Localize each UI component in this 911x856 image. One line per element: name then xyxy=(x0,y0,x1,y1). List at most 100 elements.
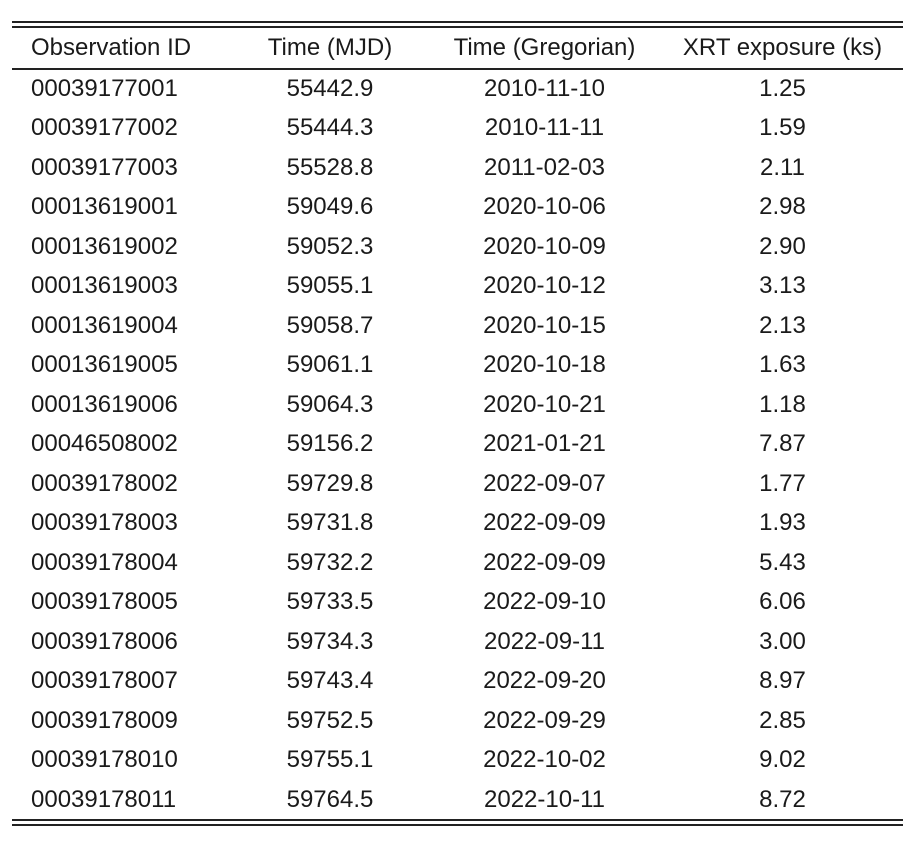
cell-xrt-exposure: 2.90 xyxy=(759,232,806,260)
header-time-gregorian: Time (Gregorian) xyxy=(453,34,636,61)
cell-time-mjd: 55442.9 xyxy=(286,74,374,102)
cell-time-gregorian: 2021-01-21 xyxy=(483,430,606,458)
cell-xrt-exposure: 2.98 xyxy=(759,193,806,221)
bottom-rule-inner xyxy=(12,819,903,821)
cell-time-mjd: 59058.7 xyxy=(286,311,374,339)
cell-xrt-exposure: 8.72 xyxy=(759,785,806,813)
cell-xrt-exposure: 6.06 xyxy=(759,588,806,616)
cell-xrt-exposure: 3.13 xyxy=(759,272,806,300)
cell-xrt-exposure: 1.77 xyxy=(759,469,806,497)
cell-observation-id: 00039178002 xyxy=(31,469,178,497)
cell-time-mjd: 59743.4 xyxy=(286,667,374,695)
cell-observation-id: 00039177002 xyxy=(31,114,178,142)
cell-observation-id: 00039178007 xyxy=(31,667,178,695)
cell-observation-id: 00013619005 xyxy=(31,351,178,379)
cell-time-gregorian: 2020-10-21 xyxy=(483,390,606,418)
table-row: 00013619004 59058.7 2020-10-15 2.13 xyxy=(12,306,903,346)
cell-time-mjd: 59052.3 xyxy=(286,232,374,260)
top-rule-inner xyxy=(12,26,903,28)
cell-xrt-exposure: 2.85 xyxy=(759,706,806,734)
cell-time-gregorian: 2022-09-11 xyxy=(484,627,605,655)
cell-time-gregorian: 2022-09-20 xyxy=(483,667,606,695)
table-row: 00013619006 59064.3 2020-10-21 1.18 xyxy=(12,385,903,425)
cell-time-mjd: 59061.1 xyxy=(286,351,374,379)
cell-observation-id: 00013619002 xyxy=(31,232,178,260)
cell-observation-id: 00039178006 xyxy=(31,627,178,655)
table-row: 00039178007 59743.4 2022-09-20 8.97 xyxy=(12,662,903,702)
cell-time-gregorian: 2020-10-18 xyxy=(483,351,606,379)
cell-observation-id: 00046508002 xyxy=(31,430,178,458)
cell-time-gregorian: 2020-10-06 xyxy=(483,193,606,221)
cell-observation-id: 00039178004 xyxy=(31,548,178,576)
cell-time-mjd: 59064.3 xyxy=(286,390,374,418)
cell-time-gregorian: 2020-10-12 xyxy=(483,272,606,300)
cell-observation-id: 00039178009 xyxy=(31,706,178,734)
cell-xrt-exposure: 1.18 xyxy=(759,390,806,418)
bottom-rule-outer xyxy=(12,824,903,826)
cell-time-gregorian: 2022-10-02 xyxy=(483,746,606,774)
cell-xrt-exposure: 1.93 xyxy=(759,509,806,537)
cell-xrt-exposure: 9.02 xyxy=(759,746,806,774)
cell-time-mjd: 59049.6 xyxy=(286,193,374,221)
table-row: 00039177001 55442.9 2010-11-10 1.25 xyxy=(12,69,903,109)
cell-time-gregorian: 2020-10-09 xyxy=(483,232,606,260)
observation-table-wrapper: Observation ID Time (MJD) Time (Gregoria… xyxy=(12,27,903,820)
cell-time-gregorian: 2010-11-10 xyxy=(484,74,605,102)
cell-time-mjd: 59733.5 xyxy=(286,588,374,616)
table-row: 00046508002 59156.2 2021-01-21 7.87 xyxy=(12,425,903,465)
header-row: Observation ID Time (MJD) Time (Gregoria… xyxy=(12,27,903,69)
table-row: 00039178005 59733.5 2022-09-10 6.06 xyxy=(12,583,903,623)
table-row: 00039178006 59734.3 2022-09-11 3.00 xyxy=(12,622,903,662)
cell-time-gregorian: 2022-09-09 xyxy=(483,509,606,537)
header-xrt-exposure: XRT exposure (ks) xyxy=(682,34,883,61)
table-row: 00013619003 59055.1 2020-10-12 3.13 xyxy=(12,267,903,307)
cell-time-gregorian: 2022-10-11 xyxy=(484,785,605,813)
cell-observation-id: 00039177001 xyxy=(31,74,178,102)
cell-xrt-exposure: 1.25 xyxy=(759,74,806,102)
cell-observation-id: 00039178010 xyxy=(31,746,178,774)
cell-time-mjd: 59764.5 xyxy=(286,785,374,813)
cell-time-mjd: 55444.3 xyxy=(286,114,374,142)
cell-observation-id: 00013619003 xyxy=(31,272,178,300)
table-row: 00039178009 59752.5 2022-09-29 2.85 xyxy=(12,701,903,741)
cell-time-mjd: 59731.8 xyxy=(286,509,374,537)
table-row: 00013619005 59061.1 2020-10-18 1.63 xyxy=(12,346,903,386)
cell-time-mjd: 55528.8 xyxy=(286,153,374,181)
table-row: 00039178011 59764.5 2022-10-11 8.72 xyxy=(12,780,903,820)
table-body: 00039177001 55442.9 2010-11-10 1.25 00039177… xyxy=(12,69,903,820)
header-observation-id: Observation ID xyxy=(31,34,192,61)
cell-time-gregorian: 2022-09-09 xyxy=(483,548,606,576)
table-row: 00039177003 55528.8 2011-02-03 2.11 xyxy=(12,148,903,188)
cell-xrt-exposure: 1.59 xyxy=(759,114,806,142)
cell-time-mjd: 59055.1 xyxy=(286,272,374,300)
cell-xrt-exposure: 2.13 xyxy=(759,311,806,339)
cell-time-gregorian: 2010-11-11 xyxy=(484,114,605,142)
table-row: 00039178004 59732.2 2022-09-09 5.43 xyxy=(12,543,903,583)
cell-time-gregorian: 2020-10-15 xyxy=(483,311,606,339)
table-row: 00039177002 55444.3 2010-11-11 1.59 xyxy=(12,109,903,149)
cell-xrt-exposure: 1.63 xyxy=(759,351,806,379)
cell-time-mjd: 59755.1 xyxy=(286,746,374,774)
table-row: 00013619001 59049.6 2020-10-06 2.98 xyxy=(12,188,903,228)
cell-time-gregorian: 2022-09-07 xyxy=(483,469,606,497)
header-time-mjd: Time (MJD) xyxy=(267,34,393,61)
table-row: 00039178010 59755.1 2022-10-02 9.02 xyxy=(12,741,903,781)
cell-time-mjd: 59752.5 xyxy=(286,706,374,734)
observation-table: Observation ID Time (MJD) Time (Gregoria… xyxy=(12,27,903,820)
table-row: 00039178002 59729.8 2022-09-07 1.77 xyxy=(12,464,903,504)
cell-observation-id: 00039178003 xyxy=(31,509,178,537)
table-row: 00013619002 59052.3 2020-10-09 2.90 xyxy=(12,227,903,267)
cell-xrt-exposure: 3.00 xyxy=(759,627,806,655)
cell-xrt-exposure: 2.11 xyxy=(760,153,805,181)
cell-time-gregorian: 2022-09-29 xyxy=(483,706,606,734)
cell-observation-id: 00013619006 xyxy=(31,390,178,418)
cell-xrt-exposure: 8.97 xyxy=(759,667,806,695)
cell-observation-id: 00013619004 xyxy=(31,311,178,339)
cell-observation-id: 00039178011 xyxy=(31,785,177,813)
cell-xrt-exposure: 5.43 xyxy=(759,548,806,576)
cell-observation-id: 00039178005 xyxy=(31,588,178,616)
top-rule-outer xyxy=(12,21,903,23)
cell-time-mjd: 59732.2 xyxy=(286,548,374,576)
table-header: Observation ID Time (MJD) Time (Gregoria… xyxy=(12,27,903,69)
cell-time-gregorian: 2022-09-10 xyxy=(483,588,606,616)
